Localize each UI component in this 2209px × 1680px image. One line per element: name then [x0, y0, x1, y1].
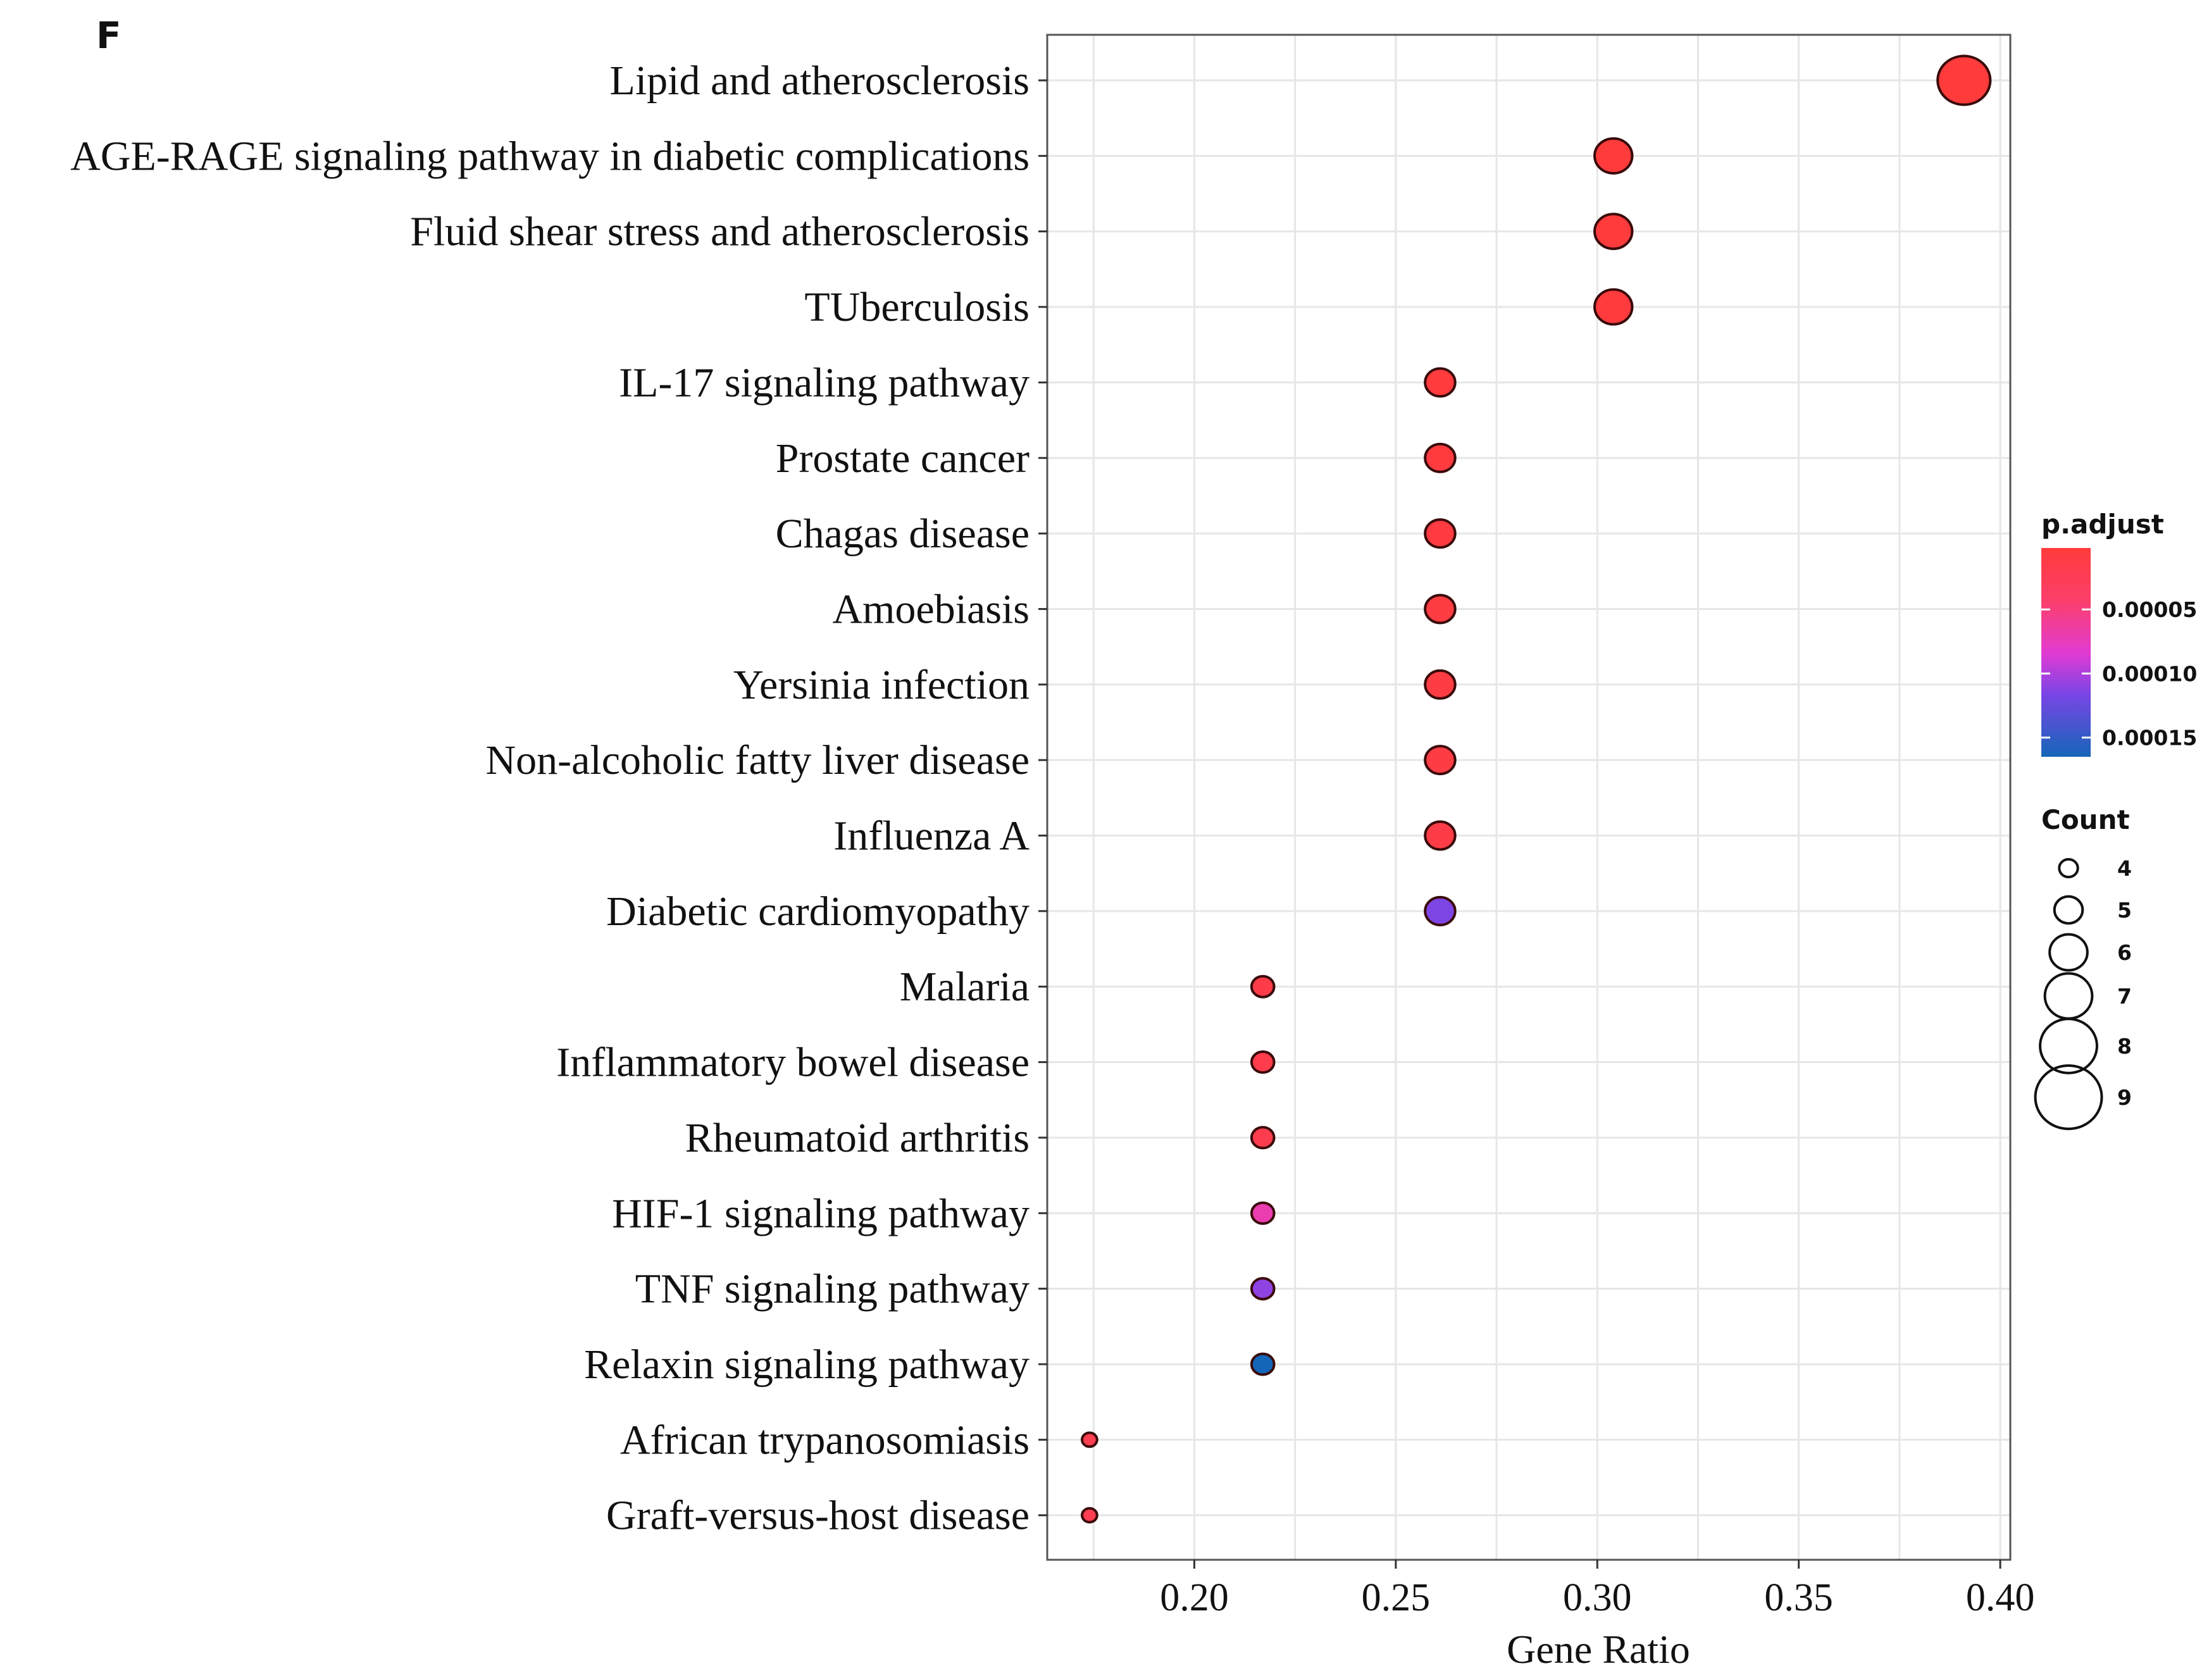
size-legend-circle: [2034, 1064, 2103, 1130]
data-point: [1593, 288, 1634, 326]
x-axis-title: Gene Ratio: [1507, 1627, 1690, 1672]
category-label: TNF signaling pathway: [635, 1266, 1030, 1312]
size-legend: Count 4 5 6 7 8 9: [2034, 804, 2132, 1130]
size-legend-circle: [2043, 972, 2094, 1020]
data-point: [1424, 745, 1457, 776]
data-point: [1080, 1507, 1098, 1524]
data-point: [1424, 518, 1457, 549]
y-axis-ticks: [1038, 79, 1047, 1517]
color-legend-tick-label: 0.00015: [2102, 726, 2197, 750]
category-label: Influenza A: [833, 813, 1030, 859]
category-label: Yersinia infection: [733, 662, 1030, 708]
size-legend-circle: [2058, 858, 2079, 878]
category-label: Non-alcoholic fatty liver disease: [485, 737, 1030, 783]
category-label: TUberculosis: [804, 284, 1030, 330]
x-tick-label: 0.30: [1563, 1576, 1632, 1619]
data-point: [1250, 1277, 1276, 1301]
category-label: HIF-1 signaling pathway: [612, 1190, 1030, 1236]
color-legend-bar: [2041, 548, 2091, 757]
category-label: Diabetic cardiomyopathy: [606, 888, 1030, 935]
x-tick-label: 0.35: [1764, 1576, 1833, 1619]
size-legend-items: 4 5 6 7 8 9: [2034, 856, 2132, 1130]
size-legend-label: 5: [2117, 898, 2132, 923]
data-point: [1250, 974, 1276, 999]
size-legend-label: 7: [2117, 984, 2132, 1009]
panel-label: F: [96, 14, 121, 57]
data-point: [1250, 1050, 1276, 1074]
data-point: [1424, 594, 1457, 625]
size-legend-label: 9: [2117, 1085, 2132, 1110]
data-point: [1424, 442, 1457, 473]
plot-grid: [1047, 35, 2010, 1560]
data-point: [1250, 1352, 1276, 1376]
category-label: Lipid and atherosclerosis: [610, 58, 1030, 104]
category-label: Amoebiasis: [832, 586, 1030, 632]
x-axis: 0.20 0.25 0.30 0.35 0.40: [1160, 1560, 2034, 1619]
color-legend-title: p.adjust: [2041, 509, 2164, 540]
size-legend-circle: [2053, 895, 2084, 925]
size-legend-circle: [2048, 933, 2089, 972]
data-point: [1424, 669, 1457, 700]
size-legend-label: 4: [2117, 856, 2132, 881]
color-legend-ticks: 0.00005 0.00010 0.00015: [2041, 597, 2197, 750]
data-point: [1080, 1431, 1098, 1448]
data-point: [1593, 137, 1634, 175]
x-tick-label: 0.20: [1160, 1576, 1229, 1619]
data-point: [1424, 820, 1457, 851]
category-label: Graft-versus-host disease: [606, 1493, 1030, 1539]
color-legend-tick-label: 0.00005: [2102, 597, 2197, 622]
data-point: [1250, 1126, 1276, 1150]
size-legend-label: 6: [2117, 940, 2132, 965]
category-labels: Lipid and atherosclerosis AGE-RAGE signal…: [70, 58, 1030, 1539]
category-label: Chagas disease: [776, 511, 1030, 557]
size-legend-label: 8: [2117, 1034, 2132, 1059]
data-points: [1080, 54, 1992, 1524]
data-point: [1424, 367, 1457, 398]
size-legend-circle: [2039, 1017, 2098, 1074]
plot-frame: [1046, 34, 2012, 1561]
category-label: African trypanosomiasis: [620, 1417, 1030, 1463]
color-legend-tick-label: 0.00010: [2102, 661, 2197, 686]
color-legend: p.adjust 0.00005 0.00010 0.00015: [2041, 509, 2197, 757]
category-label: Rheumatoid arthritis: [685, 1115, 1030, 1161]
size-legend-title: Count: [2041, 804, 2130, 835]
category-label: Relaxin signaling pathway: [584, 1341, 1030, 1388]
x-tick-label: 0.25: [1362, 1576, 1431, 1619]
category-label: Malaria: [900, 964, 1030, 1010]
category-label: IL-17 signaling pathway: [619, 359, 1030, 406]
category-label: Inflammatory bowel disease: [556, 1040, 1030, 1086]
x-tick-label: 0.40: [1966, 1576, 2035, 1619]
data-point: [1424, 895, 1457, 926]
category-label: AGE-RAGE signaling pathway in diabetic c…: [70, 133, 1030, 179]
category-label: Prostate cancer: [776, 435, 1030, 482]
data-point: [1250, 1201, 1276, 1225]
data-point: [1936, 54, 1992, 106]
category-label: Fluid shear stress and atherosclerosis: [410, 209, 1030, 255]
data-point: [1593, 213, 1634, 251]
